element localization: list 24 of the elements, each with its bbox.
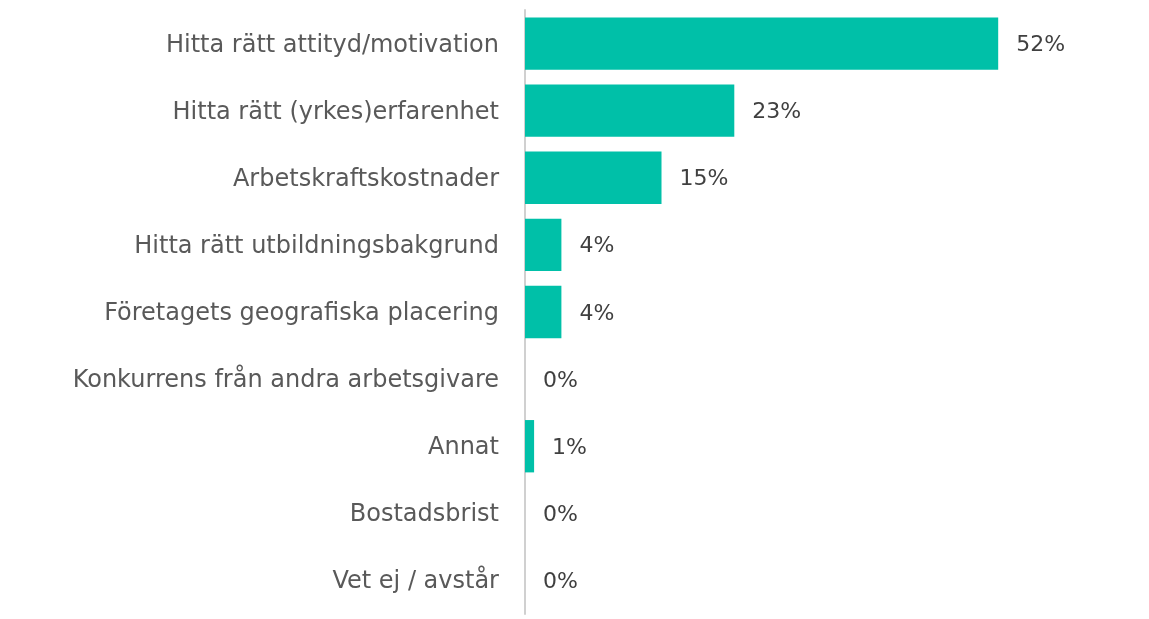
bar bbox=[525, 84, 735, 137]
y-tick-label: Konkurrens från andra arbetsgivare bbox=[72, 364, 499, 394]
bar bbox=[525, 420, 535, 473]
data-label: 4% bbox=[579, 232, 615, 258]
data-label: 1% bbox=[552, 433, 588, 459]
data-label: 4% bbox=[579, 299, 615, 325]
bar bbox=[525, 17, 999, 70]
y-tick-label: Hitta rätt attityd/motivation bbox=[165, 29, 499, 58]
y-tick-label: Hitta rätt utbildningsbakgrund bbox=[134, 230, 499, 259]
data-label: 0% bbox=[543, 500, 578, 526]
data-label: 0% bbox=[543, 366, 578, 392]
y-tick-label: Vet ej / avstår bbox=[332, 565, 500, 595]
data-label: 52% bbox=[1016, 31, 1066, 57]
y-tick-label: Företagets geografiska placering bbox=[104, 298, 499, 326]
y-tick-label: Bostadsbrist bbox=[349, 499, 499, 528]
data-label: 0% bbox=[543, 567, 578, 593]
y-tick-label: Arbetskraftskostnader bbox=[232, 163, 500, 192]
bar bbox=[525, 151, 662, 204]
y-tick-label: Annat bbox=[428, 432, 499, 461]
y-tick-label: Hitta rätt (yrkes)erfarenhet bbox=[172, 96, 499, 125]
bar bbox=[525, 285, 562, 339]
data-label: 23% bbox=[752, 98, 802, 124]
data-label: 15% bbox=[679, 165, 729, 191]
bar bbox=[525, 218, 562, 272]
